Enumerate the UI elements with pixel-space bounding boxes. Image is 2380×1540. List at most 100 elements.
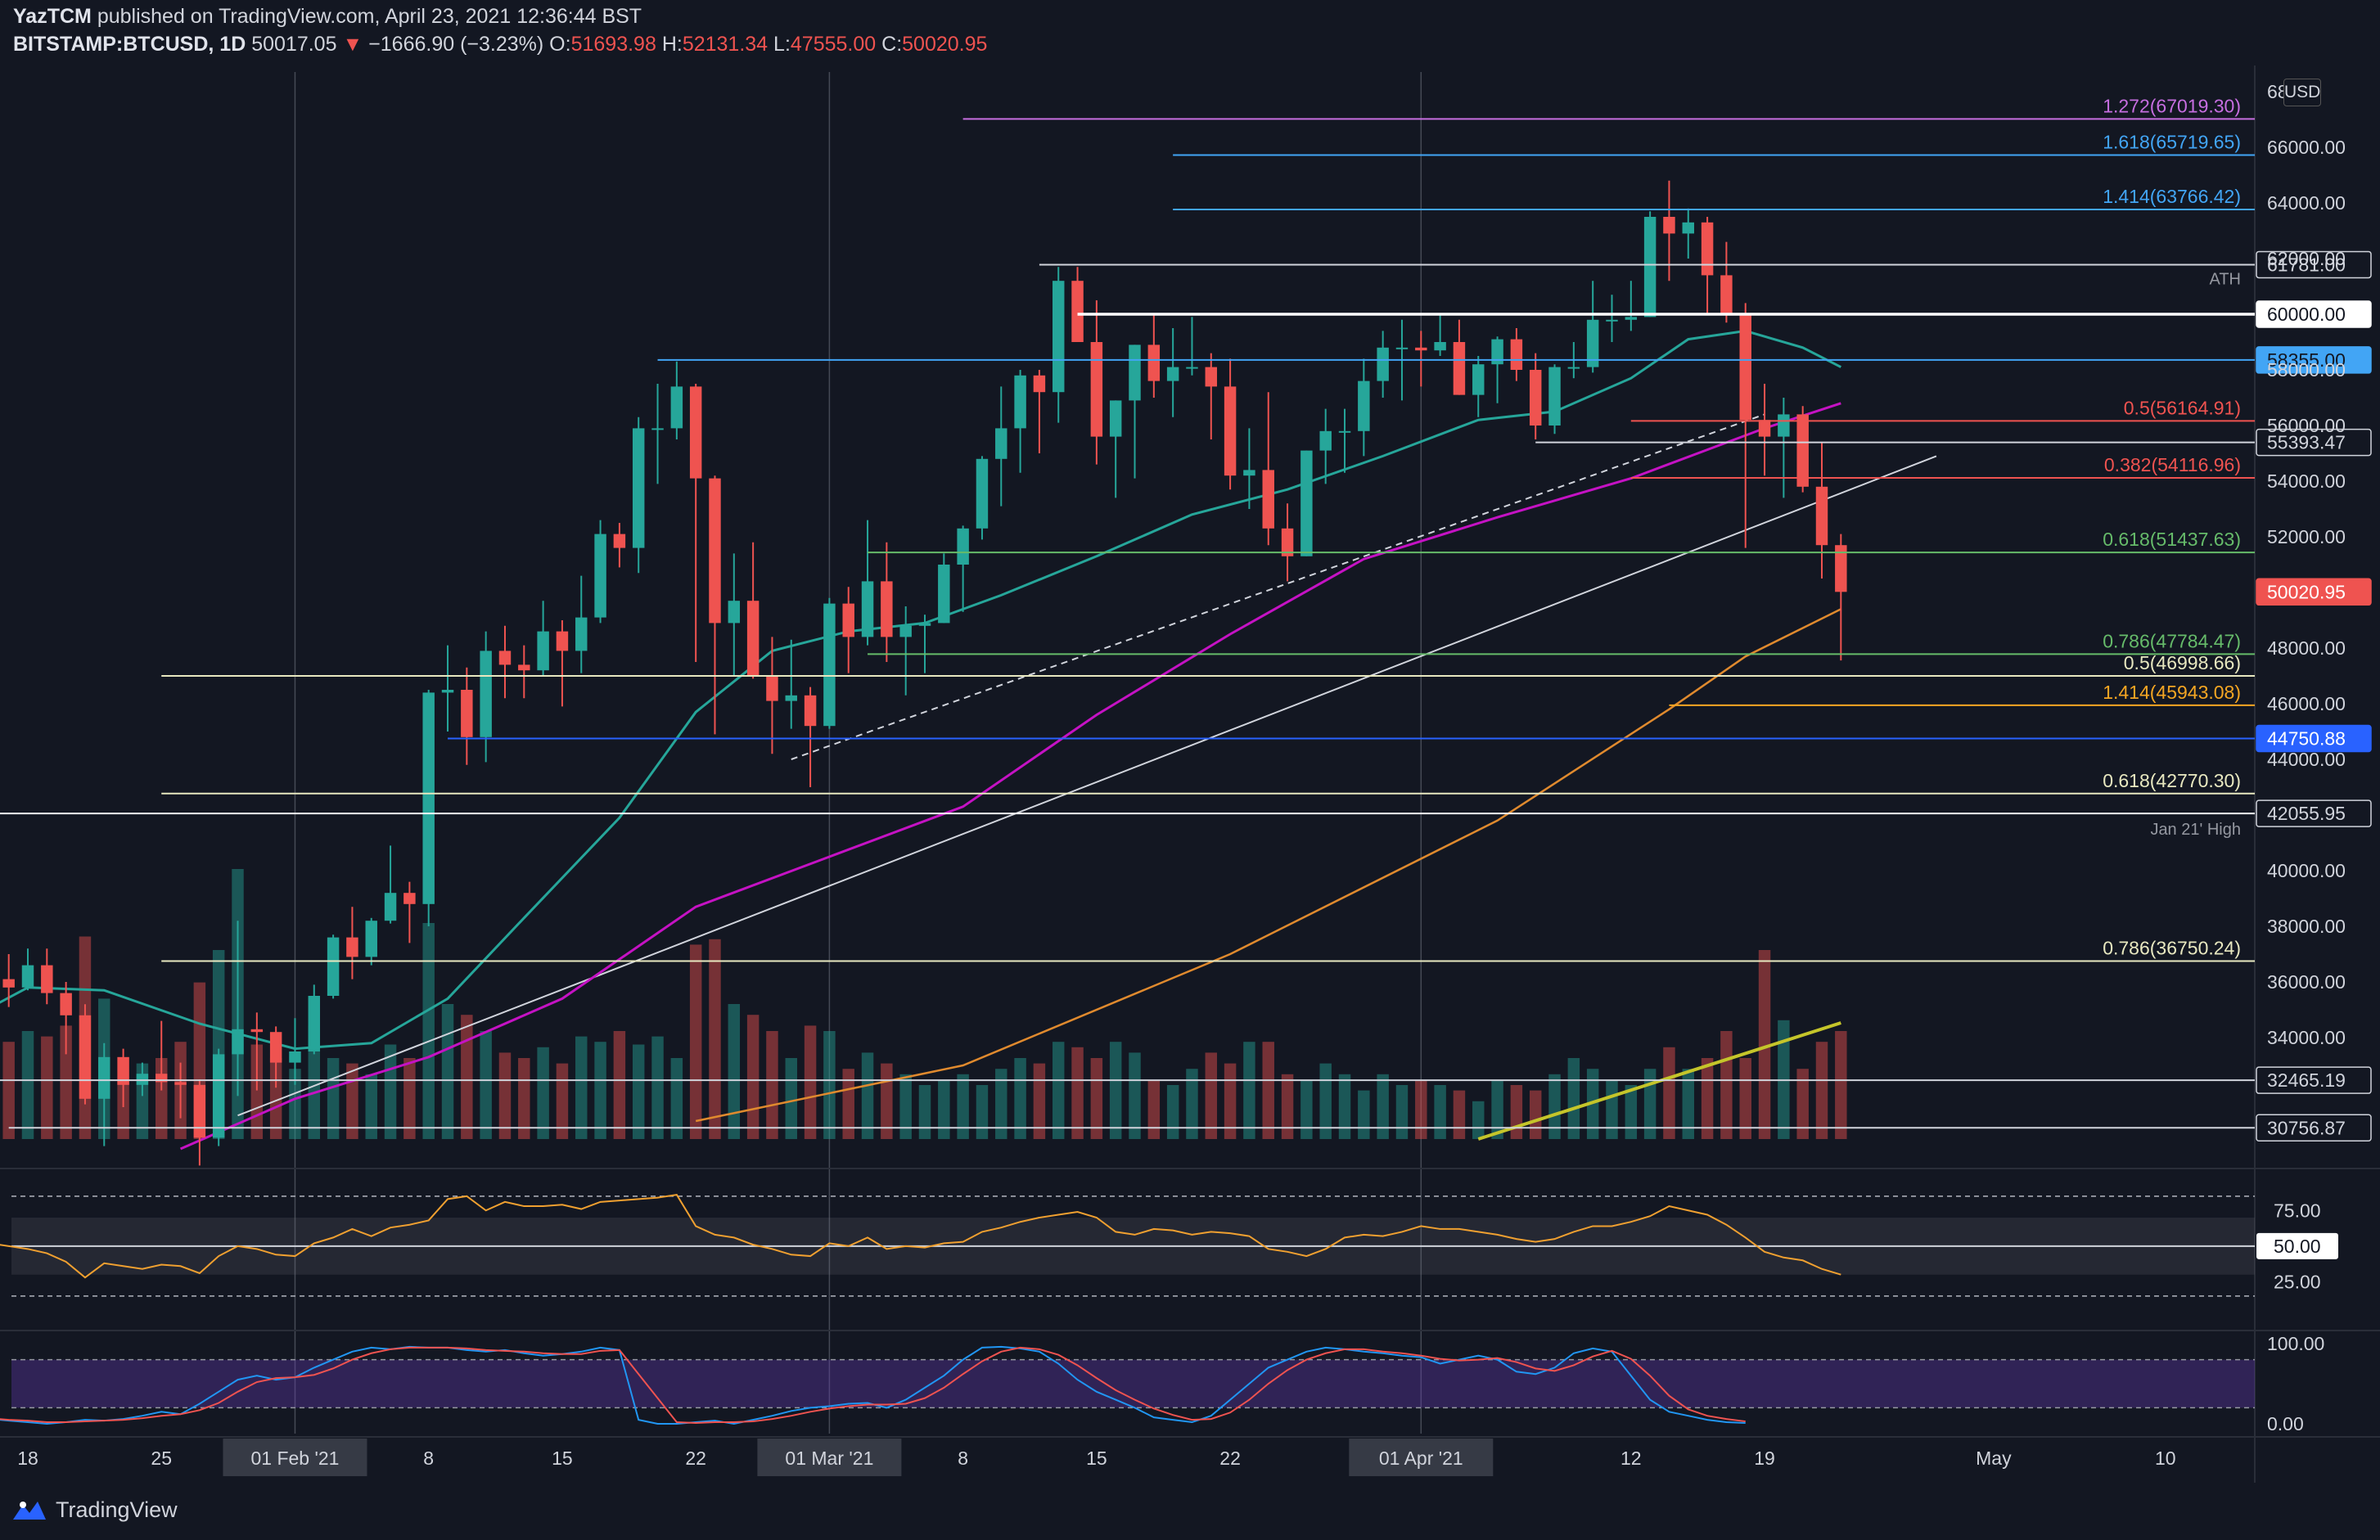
stoch-k-line — [0, 1345, 1746, 1425]
open-value: 51693.98 — [570, 33, 656, 56]
candle-body — [480, 651, 492, 737]
volume-bar — [670, 1058, 683, 1139]
fib-level-label: 0.786(47784.47) — [2103, 630, 2241, 651]
fib-level-label: 1.272(67019.30) — [2103, 95, 2241, 116]
candle-body — [670, 386, 683, 429]
volume-bar — [689, 944, 702, 1139]
candle-body — [232, 1029, 244, 1055]
volume-bar — [918, 1085, 931, 1139]
candle-body — [441, 690, 454, 693]
volume-bar — [1014, 1058, 1026, 1139]
rsi-tick-label: 50.00 — [2274, 1236, 2321, 1257]
volume-bar — [766, 1031, 778, 1139]
horizontal-levels: 1.272(67019.30) 1.618(65719.65) 1.414(6376… — [0, 95, 2372, 1142]
close-label: C: — [881, 33, 903, 56]
volume-bar — [2, 1042, 15, 1139]
volume-bar — [1510, 1085, 1523, 1139]
price-axis[interactable]: 34000.00 36000.00 38000.00 40000.00 44000.00… — [2267, 81, 2346, 1048]
candles — [2, 180, 1847, 1166]
ema50-line — [179, 402, 1841, 1150]
candle-body — [1529, 370, 1542, 426]
price-change: −1666.90 (−3.23%) — [368, 33, 544, 56]
price-tag — [2256, 300, 2372, 328]
candle-body — [1586, 319, 1599, 367]
candle-body — [842, 603, 854, 637]
volume-bar — [651, 1036, 664, 1139]
price-tick-label: 54000.00 — [2267, 471, 2346, 492]
tradingview-logo-icon — [13, 1501, 46, 1520]
volume-bar — [1395, 1085, 1409, 1139]
volume-bar — [1606, 1079, 1618, 1139]
price-tag-label: 30756.87 — [2267, 1117, 2346, 1138]
volume-bar — [861, 1052, 874, 1139]
volume-bar — [365, 1074, 377, 1139]
candle-body — [1510, 339, 1523, 370]
candle-body — [1147, 344, 1161, 381]
volume-bar — [1186, 1069, 1198, 1139]
volume-bar — [1567, 1058, 1580, 1139]
volume-bar — [1529, 1090, 1542, 1139]
price-tag — [2256, 799, 2372, 827]
volume-bar — [308, 1025, 321, 1139]
currency-badge[interactable]: USD — [2283, 79, 2321, 106]
volume-bar — [1453, 1090, 1466, 1139]
candle-body — [899, 625, 912, 637]
time-tick-label: 15 — [552, 1448, 573, 1469]
candle-body — [594, 534, 606, 618]
volume-bar — [938, 1079, 950, 1139]
volume-bar — [1434, 1085, 1446, 1139]
candle-body — [1701, 222, 1714, 276]
candle-body — [632, 428, 645, 548]
candle-body — [995, 428, 1007, 459]
fib-level-label: 1.414(45943.08) — [2103, 682, 2241, 703]
candle-body — [1796, 414, 1809, 487]
volume-bar — [957, 1074, 969, 1139]
high-value: 52131.34 — [682, 33, 769, 56]
volume-bar — [441, 1004, 454, 1139]
symbol-label[interactable]: BITSTAMP:BTCUSD, 1D — [13, 33, 246, 56]
time-axis[interactable]: 18 25 01 Feb '21 8 15 22 01 Mar '21 8 15 22 01 Apr… — [17, 1439, 2176, 1476]
fib-level-label: 0.5(46998.66) — [2124, 652, 2241, 673]
price-tag — [2256, 428, 2372, 457]
publisher-name[interactable]: YazTCM — [13, 5, 92, 28]
time-tick-label: 01 Mar '21 — [785, 1448, 873, 1469]
tradingview-logo[interactable]: TradingView — [11, 1497, 178, 1523]
candle-body — [1472, 364, 1485, 395]
candle-body — [1186, 367, 1198, 369]
candle-body — [461, 690, 473, 737]
price-tick-label: 40000.00 — [2267, 860, 2346, 881]
price-tag-label: 32465.19 — [2267, 1069, 2346, 1091]
candle-body — [689, 386, 702, 479]
fib-level-label: 0.618(42770.30) — [2103, 770, 2241, 791]
candle-body — [1319, 430, 1332, 451]
volume-bar — [518, 1058, 530, 1139]
volume-bar — [480, 1031, 492, 1139]
volume-bar — [556, 1063, 569, 1139]
volume-bar — [21, 1031, 34, 1139]
candle-body — [403, 893, 416, 904]
candle-body — [938, 565, 950, 624]
time-tick-label: 01 Feb '21 — [250, 1448, 339, 1469]
volume-bar — [823, 1031, 836, 1139]
volume-bar — [1472, 1101, 1485, 1139]
volume-bar — [1147, 1079, 1161, 1139]
price-tick-label: 48000.00 — [2267, 637, 2346, 659]
price-tag-label: 55393.47 — [2267, 432, 2346, 453]
stoch-d-line — [0, 1346, 1746, 1425]
publish-text: published on TradingView.com, April 23, … — [97, 5, 642, 28]
volume-bar — [995, 1069, 1007, 1139]
volume-bar — [1053, 1042, 1065, 1139]
price-tag — [2256, 346, 2372, 374]
main-pane-bg — [11, 72, 2255, 1137]
volume-bar — [537, 1047, 549, 1139]
time-tick-label: 22 — [685, 1448, 706, 1469]
candle-body — [1033, 375, 1046, 393]
volume-bar — [327, 1058, 340, 1139]
candle-body — [1453, 342, 1466, 395]
volume-bar — [594, 1042, 606, 1139]
price-tag — [2256, 1066, 2372, 1094]
candle-body — [1281, 528, 1294, 556]
stoch-band — [11, 1359, 2255, 1408]
volume-bar — [1663, 1047, 1675, 1139]
